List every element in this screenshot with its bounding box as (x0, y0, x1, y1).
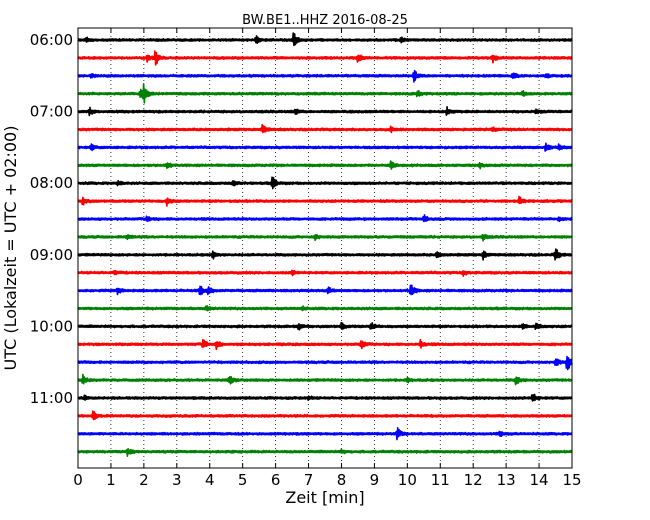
y-tick-label: 07:00 (30, 103, 73, 121)
x-tick-label: 13 (497, 471, 516, 489)
x-tick-label: 15 (562, 471, 581, 489)
trace-0745 (77, 160, 573, 170)
x-tick-label: 12 (464, 471, 483, 489)
y-tick-label: 08:00 (30, 174, 73, 192)
x-tick-label: 4 (205, 471, 215, 489)
trace-1030 (77, 355, 573, 371)
trace-0615 (77, 50, 573, 66)
trace-0600 (77, 32, 573, 47)
trace-0815 (77, 195, 573, 207)
y-tick-label: 06:00 (30, 31, 73, 49)
trace-0930 (77, 284, 573, 296)
trace-0915 (77, 269, 573, 278)
trace-1130 (77, 427, 573, 441)
chart-title: BW.BE1..HHZ 2016-08-25 (242, 13, 408, 28)
x-tick-label: 0 (73, 471, 83, 489)
x-tick-label: 11 (431, 471, 450, 489)
x-tick-label: 8 (337, 471, 347, 489)
x-axis-ticks: 0 1 2 3 4 5 6 7 8 9 10 11 12 13 14 15 (73, 28, 582, 489)
plot-frame (77, 27, 573, 469)
trace-1145 (77, 447, 573, 458)
x-tick-label: 14 (530, 471, 549, 489)
x-tick-label: 7 (304, 471, 314, 489)
trace-0800 (77, 176, 573, 190)
x-tick-label: 1 (106, 471, 116, 489)
trace-0730 (77, 142, 573, 152)
trace-0830 (77, 214, 573, 223)
y-tick-label: 09:00 (30, 246, 73, 264)
trace-0700 (77, 106, 573, 117)
x-tick-label: 2 (139, 471, 149, 489)
trace-0645 (77, 83, 573, 104)
trace-0630 (77, 69, 573, 83)
trace-1015 (77, 338, 573, 351)
x-axis-label: Zeit [min] (285, 488, 364, 507)
trace-1045 (77, 373, 573, 386)
x-tick-label: 5 (238, 471, 248, 489)
x-tick-label: 9 (370, 471, 380, 489)
x-tick-label: 3 (172, 471, 182, 489)
seismic-traces (77, 32, 573, 458)
y-axis-label: UTC (Lokalzeit = UTC + 02:00) (1, 126, 20, 371)
trace-0945 (77, 305, 573, 312)
y-tick-label: 10:00 (30, 317, 73, 335)
trace-1000 (77, 321, 573, 331)
x-gridlines (110, 28, 540, 468)
trace-0845 (77, 233, 573, 242)
y-axis-ticks: 06:00 07:00 08:00 09:00 10:00 11:00 (30, 31, 572, 407)
trace-0900 (77, 248, 573, 261)
trace-0715 (77, 123, 573, 134)
trace-1115 (77, 410, 573, 421)
x-tick-label: 10 (398, 471, 417, 489)
x-tick-label: 6 (271, 471, 281, 489)
trace-1100 (77, 393, 573, 402)
y-tick-label: 11:00 (30, 389, 73, 407)
